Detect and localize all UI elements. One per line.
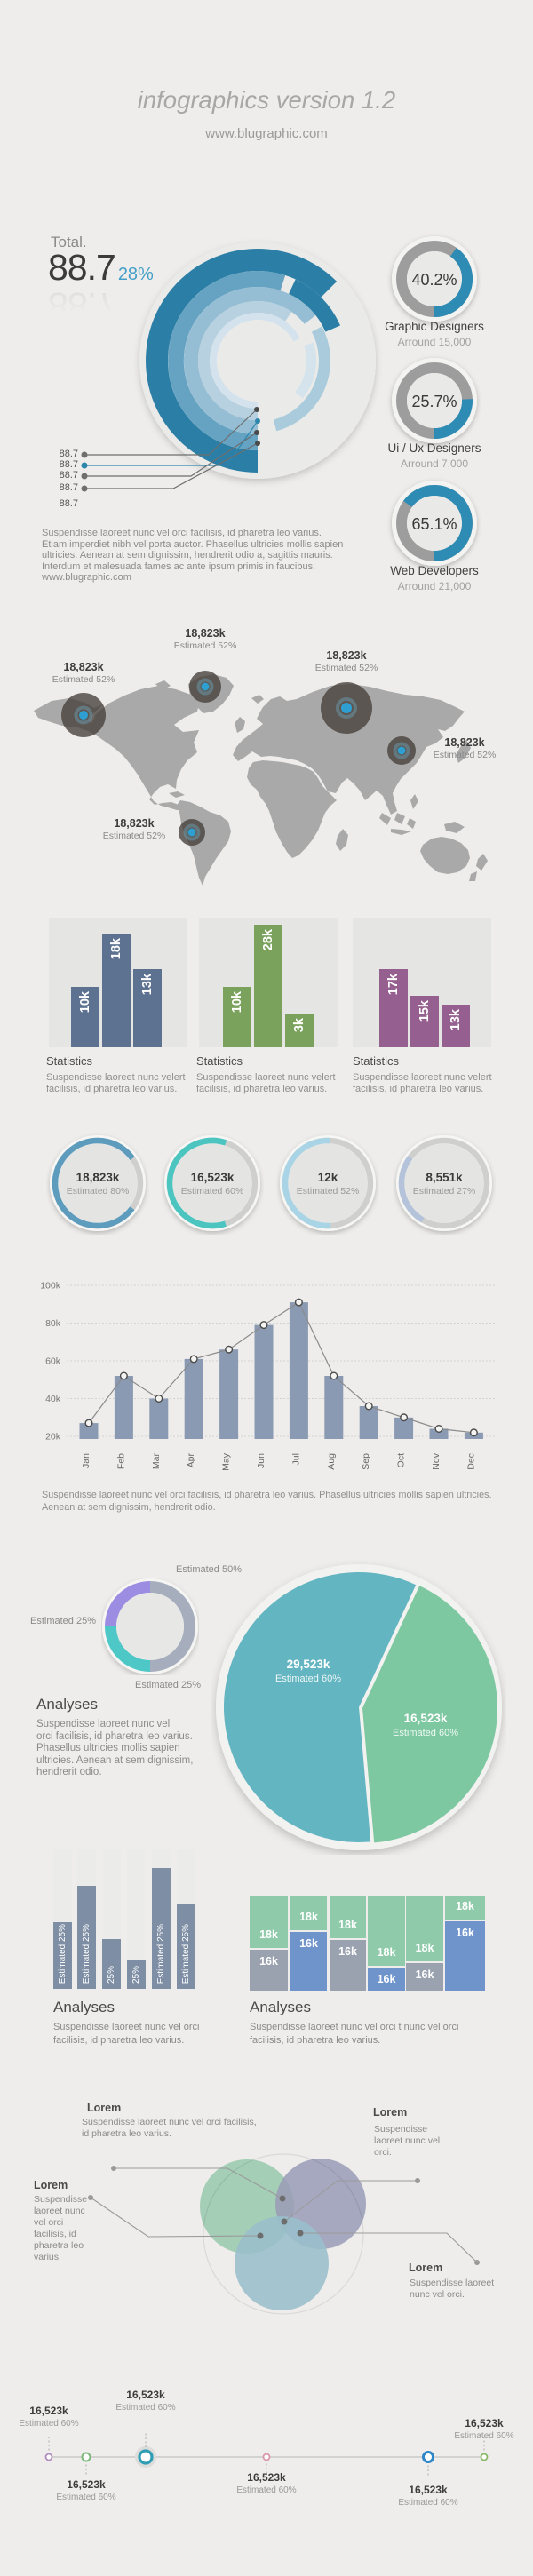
svg-text:Dec: Dec (465, 1453, 476, 1470)
svg-text:May: May (221, 1452, 232, 1471)
svg-text:100k: 100k (40, 1281, 61, 1292)
svg-text:Mar: Mar (151, 1453, 162, 1470)
svg-text:80k: 80k (45, 1318, 61, 1329)
svg-text:Feb: Feb (115, 1453, 126, 1469)
svg-text:20k: 20k (45, 1432, 61, 1443)
svg-text:Aug: Aug (326, 1453, 337, 1470)
svg-text:Jan: Jan (81, 1453, 91, 1468)
svg-text:Jun: Jun (256, 1453, 266, 1468)
svg-text:Nov: Nov (431, 1452, 442, 1469)
svg-text:60k: 60k (45, 1356, 61, 1367)
svg-text:Apr: Apr (186, 1453, 196, 1468)
svg-text:Jul: Jul (290, 1453, 301, 1465)
svg-text:Sep: Sep (361, 1453, 371, 1470)
svg-text:40k: 40k (45, 1394, 61, 1404)
svg-text:Oct: Oct (396, 1453, 407, 1467)
